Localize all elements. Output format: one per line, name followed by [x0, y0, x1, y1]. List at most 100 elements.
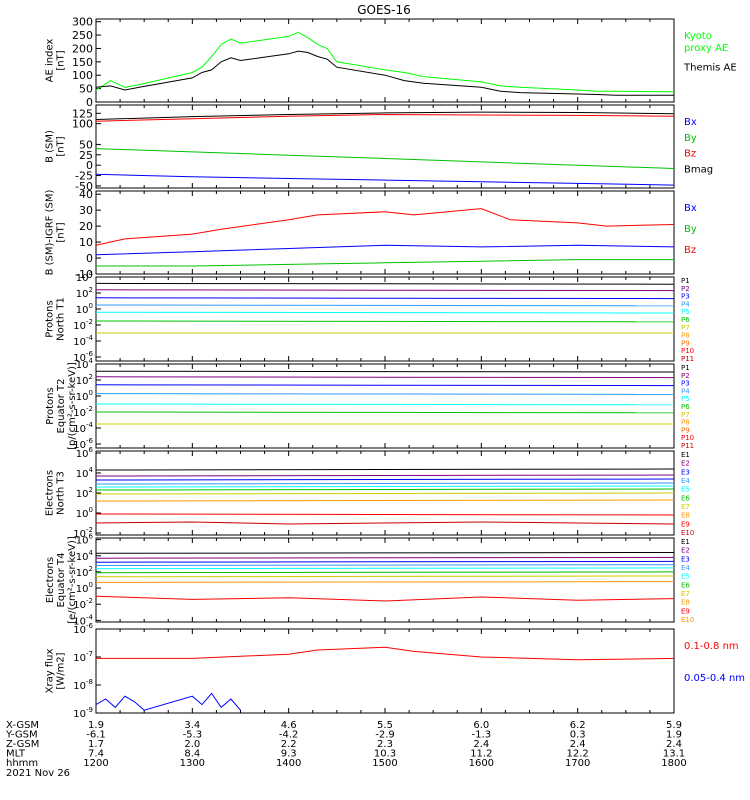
panel-frame [95, 104, 675, 189]
y-tick-label: 300 [72, 16, 93, 29]
legend-E5: E5 [681, 486, 690, 494]
panel-xray: 10-9 10-8 10-7 10-6 Xray flux [W/m2] 0.1-0.8 n… [45, 622, 746, 720]
series-E9 [95, 513, 675, 516]
y-tick-label: -10 [75, 268, 93, 281]
y-tick-exponent: 6 [89, 533, 94, 541]
orbit-value: -4.2 [279, 730, 299, 741]
orbit-value: 0.3 [570, 730, 586, 741]
orbit-value: 3.4 [184, 720, 200, 731]
series-P6 [95, 411, 675, 414]
orbit-value: 8.4 [184, 749, 200, 760]
y-tick-exponent: 4 [89, 357, 94, 365]
y-tick-exponent: -6 [86, 622, 94, 630]
series-P5 [95, 403, 675, 406]
y-tick-exponent: 0 [89, 506, 93, 514]
orbit-value: 2.4 [570, 739, 586, 750]
y-tick-exponent: 2 [89, 486, 93, 494]
y-axis-label: Electrons [45, 470, 56, 516]
y-axis-label: Protons [45, 300, 56, 337]
y-tick-exponent: -2 [86, 405, 93, 413]
legend-E10: E10 [681, 616, 694, 624]
legend-P5: P5 [681, 308, 690, 316]
y-axis-label: [W/m2] [56, 652, 67, 689]
legend-E6: E6 [681, 581, 690, 589]
y-tick-label: 100 [76, 506, 93, 520]
y-tick-exponent: -6 [86, 350, 94, 358]
series-Bmag [95, 111, 675, 120]
y-tick-label: 10-6 [73, 622, 93, 636]
series-E5 [95, 567, 675, 570]
y-axis-label: [nT] [56, 222, 67, 242]
y-tick-label: 104 [76, 270, 94, 284]
legend-E9: E9 [681, 607, 690, 615]
series-E10 [95, 521, 675, 525]
y-tick-label: 104 [76, 466, 94, 480]
orbit-value: 7.4 [88, 749, 104, 760]
orbit-value: 11.2 [470, 749, 492, 760]
legend-By: By [684, 224, 697, 235]
orbit-value: -6.1 [86, 730, 106, 741]
y-tick-label: 10-7 [73, 650, 93, 664]
y-tick-label: 106 [76, 446, 94, 460]
plot-title: GOES-16 [357, 3, 411, 17]
y-tick-label: 10-8 [73, 678, 93, 692]
y-axis-label: [e/(cm²-s-sr-keV)] [67, 536, 78, 624]
legend-E7: E7 [681, 503, 690, 511]
series-P4 [95, 304, 675, 307]
series-Bz [95, 208, 675, 246]
legend-E4: E4 [681, 477, 690, 485]
y-tick-label: 100 [76, 581, 93, 595]
y-tick-exponent: -2 [86, 526, 93, 534]
y-tick-exponent: 2 [89, 286, 93, 294]
series-P3 [95, 384, 675, 387]
panel-frame [95, 537, 675, 623]
legend-P9: P9 [681, 426, 690, 434]
orbit-value: 1600 [469, 758, 494, 769]
y-tick-exponent: -2 [86, 597, 93, 605]
orbit-value: 2.4 [473, 739, 489, 750]
orbit-value: 9.3 [281, 749, 297, 760]
legend-E2: E2 [681, 460, 690, 468]
series-P1 [95, 370, 675, 373]
series-E3 [95, 478, 675, 481]
y-axis-label: Protons [45, 387, 56, 424]
series-P2 [95, 376, 675, 379]
series-By [96, 259, 674, 267]
y-axis-label: Electrons [45, 557, 56, 603]
y-axis-label: Equator T4 [56, 553, 67, 608]
panel-frame [95, 628, 675, 714]
legend-E8: E8 [681, 512, 690, 520]
series-Kyoto proxy AE [95, 31, 675, 93]
y-tick-exponent: 4 [89, 270, 94, 278]
y-tick-label: 50 [79, 138, 93, 151]
series-E7 [95, 492, 675, 495]
y-tick-label: 0 [86, 96, 93, 109]
y-axis-label: B (SM)-IGRF (SM) [45, 190, 56, 276]
y-tick-label: 20 [79, 220, 93, 233]
orbit-table: X-GSMY-GSMZ-GSMMLThhmm1.9-6.11.77.412003… [5, 720, 687, 779]
y-tick-exponent: -9 [86, 706, 93, 714]
legend-P8: P8 [681, 419, 690, 427]
y-axis-label: North T1 [56, 297, 67, 341]
y-tick-exponent: 0 [89, 581, 93, 589]
y-axis-label: [p/(cm²-s-sr-keV)] [67, 362, 78, 450]
series-E1 [95, 552, 675, 554]
legend-P2: P2 [681, 372, 690, 380]
y-tick-label: 40 [79, 188, 93, 201]
y-tick-exponent: -8 [86, 678, 93, 686]
y-tick-exponent: 0 [89, 302, 93, 310]
y-tick-exponent: -4 [86, 421, 94, 429]
series-Bx [95, 173, 675, 186]
legend-Kyoto proxy AE: Kyoto [684, 31, 712, 42]
series-E8 [95, 499, 675, 502]
y-tick-exponent: -6 [86, 437, 94, 445]
y-tick-exponent: -4 [86, 613, 94, 621]
panel-frame [95, 190, 675, 275]
y-tick-exponent: -4 [86, 334, 94, 342]
